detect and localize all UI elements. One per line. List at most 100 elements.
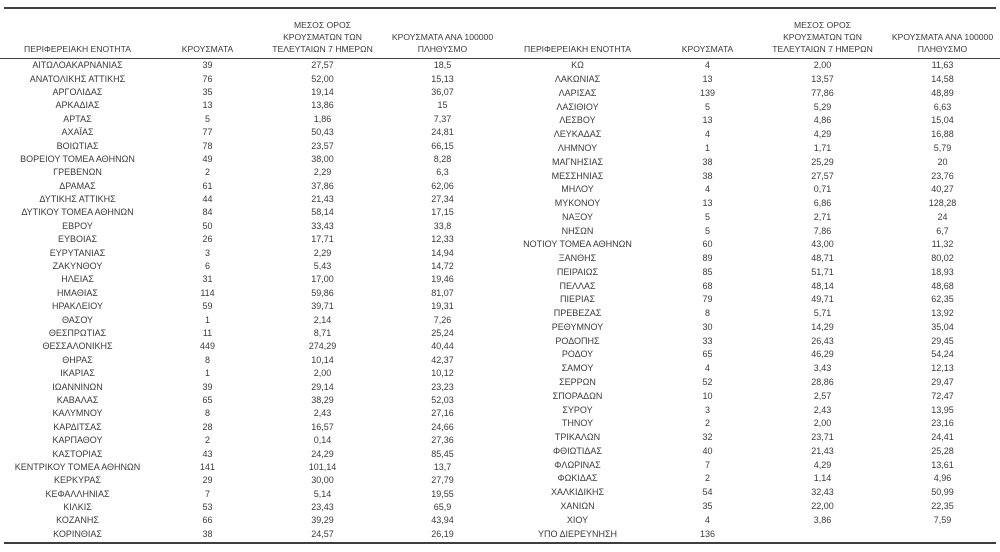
per100k-cell: 5,79: [933, 142, 952, 153]
per100k-cell: 14,58: [931, 74, 954, 85]
avg7-cell: 13,57: [811, 74, 834, 85]
cases-cell: 4: [704, 129, 710, 140]
table-row: ΛΗΜΝΟΥ 1 1,71 5,79: [500, 142, 1000, 156]
table-row: ΝΗΣΩΝ 5 7,86 6,7: [500, 224, 1000, 238]
avg7-cell: 2,00: [813, 418, 832, 429]
cases-cell: 38: [202, 528, 213, 539]
table-row: ΔΥΤΙΚΟΥ ΤΟΜΕΑ ΑΘΗΝΩΝ 84 58,14 17,15: [0, 206, 500, 219]
per100k-cell: 40,27: [931, 184, 954, 195]
avg7-cell: 22,00: [811, 500, 834, 511]
region-cell: ΛΕΣΒΟΥ: [559, 115, 596, 126]
region-cell: ΙΚΑΡΙΑΣ: [60, 368, 95, 379]
regions-table-right: ΠΕΡΙΦΕΡΕΙΑΚΗ ΕΝΟΤΗΤΑ ΚΡΟΥΣΜΑΤΑ ΜΕΣΟΣ ΟΡΟΣ …: [500, 9, 1000, 541]
table-row: ΗΛΕΙΑΣ 31 17,00 19,46: [0, 273, 500, 286]
table-row: ΚΟΡΙΝΘΙΑΣ 38 24,57 26,19: [0, 528, 500, 541]
avg7-cell: 26,43: [811, 335, 834, 346]
per100k-cell: 33,8: [433, 220, 452, 231]
per100k-cell: 4,96: [933, 473, 952, 484]
region-cell: ΗΡΑΚΛΕΙΟΥ: [51, 301, 104, 312]
table-row: ΣΠΟΡΑΔΩΝ 10 2,57 72,47: [500, 389, 1000, 403]
region-cell: ΒΟΡΕΙΟΥ ΤΟΜΕΑ ΑΘΗΝΩΝ: [20, 153, 135, 164]
cases-cell: 136: [699, 528, 716, 539]
cases-cell: 11: [202, 328, 213, 338]
avg7-cell: 58,14: [311, 207, 334, 218]
cases-cell: 59: [202, 301, 213, 312]
cases-cell: 449: [199, 341, 216, 352]
cases-cell: 39: [202, 381, 213, 392]
cases-cell: 38: [702, 170, 713, 181]
region-cell: ΕΥΡΥΤΑΝΙΑΣ: [49, 247, 106, 258]
per100k-cell: 14,72: [431, 261, 454, 272]
region-cell: ΘΑΣΟΥ: [61, 314, 94, 325]
cases-cell: 26: [202, 234, 213, 245]
table-row: ΑΡΓΟΛΙΔΑΣ 35 19,14 36,07: [0, 86, 500, 99]
cases-cell: 141: [199, 461, 216, 472]
region-cell: ΘΕΣΠΡΩΤΙΑΣ: [48, 328, 107, 338]
cases-cell: 35: [702, 500, 713, 511]
per100k-cell: 50,99: [931, 487, 954, 498]
avg7-cell: 27,57: [311, 60, 334, 71]
table-row: ΚΑΡΔΙΤΣΑΣ 28 16,57 24,66: [0, 421, 500, 434]
avg7-cell: 21,43: [311, 194, 334, 205]
table-row: ΖΑΚΥΝΘΟΥ 6 5,43 14,72: [0, 260, 500, 273]
cases-cell: 8: [204, 408, 210, 419]
cases-cell: 68: [702, 280, 713, 291]
region-cell: ΗΜΑΘΙΑΣ: [57, 287, 98, 298]
header-row: ΠΕΡΙΦΕΡΕΙΑΚΗ ΕΝΟΤΗΤΑ ΚΡΟΥΣΜΑΤΑ ΜΕΣΟΣ ΟΡΟΣ …: [0, 9, 500, 59]
region-cell: ΤΗΝΟΥ: [561, 418, 594, 429]
avg7-cell: 23,57: [311, 140, 334, 151]
region-cell: ΚΑΡΔΙΤΣΑΣ: [53, 421, 102, 432]
region-cell: ΛΑΚΩΝΙΑΣ: [554, 74, 601, 85]
regions-table-left: ΠΕΡΙΦΕΡΕΙΑΚΗ ΕΝΟΤΗΤΑ ΚΡΟΥΣΜΑΤΑ ΜΕΣΟΣ ΟΡΟΣ …: [0, 9, 500, 541]
region-cell: ΣΕΡΡΩΝ: [559, 377, 596, 387]
top-rule: [4, 7, 996, 9]
avg7-cell: 59,86: [311, 287, 334, 298]
region-cell: ΚΕΝΤΡΙΚΟΥ ΤΟΜΕΑ ΑΘΗΝΩΝ: [14, 461, 141, 472]
per100k-cell: 11,32: [931, 239, 954, 250]
column-header: ΚΡΟΥΣΜΑΤΑ ΑΝΑ 100000 ΠΛΗΘΥΣΜΟ: [385, 9, 500, 59]
table-row: ΑΡΚΑΔΙΑΣ 13 13,86 15: [0, 99, 500, 112]
avg7-cell: 50,43: [311, 127, 334, 138]
per100k-cell: 27,16: [431, 408, 454, 419]
table-header-right: ΠΕΡΙΦΕΡΕΙΑΚΗ ΕΝΟΤΗΤΑ ΚΡΟΥΣΜΑΤΑ ΜΕΣΟΣ ΟΡΟΣ …: [500, 9, 1000, 59]
cases-cell: 44: [202, 194, 213, 205]
table-row: ΚΑΡΠΑΘΟΥ 2 0,14 27,36: [0, 434, 500, 447]
cases-cell: 40: [702, 445, 713, 456]
region-cell: ΚΕΡΚΥΡΑΣ: [54, 475, 101, 486]
per100k-cell: 54,24: [931, 349, 954, 360]
per100k-cell: 7,37: [433, 113, 452, 124]
table-row: ΗΜΑΘΙΑΣ 114 59,86 81,07: [0, 287, 500, 300]
avg7-cell: 0,71: [813, 184, 832, 195]
avg7-cell: 5,14: [313, 488, 332, 499]
per100k-cell: 62,06: [431, 180, 454, 191]
table-row: ΘΕΣΠΡΩΤΙΑΣ 11 8,71 25,24: [0, 327, 500, 340]
cases-cell: 89: [702, 253, 713, 264]
avg7-cell: 274,29: [308, 341, 337, 352]
table-row: ΑΙΤΩΛΟΑΚΑΡΝΑΝΙΑΣ 39 27,57 18,5: [0, 59, 500, 73]
bottom-rule: [4, 542, 996, 545]
avg7-cell: 32,43: [811, 487, 834, 498]
cases-cell: 4: [704, 514, 710, 525]
table-row: ΠΕΛΛΑΣ 68 48,14 48,68: [500, 279, 1000, 293]
cases-cell: 4: [704, 363, 710, 374]
per100k-cell: 18,5: [433, 60, 452, 71]
per100k-cell: 128,28: [928, 198, 957, 209]
avg7-cell: 24,29: [311, 448, 334, 459]
cases-cell: 77: [202, 127, 213, 138]
cases-cell: 5: [204, 113, 210, 124]
cases-cell: 50: [202, 220, 213, 231]
region-cell: ΣΥΡΟΥ: [562, 404, 593, 415]
avg7-cell: 39,71: [311, 301, 334, 312]
table-row: ΘΕΣΣΑΛΟΝΙΚΗΣ 449 274,29 40,44: [0, 340, 500, 353]
region-cell: ΡΟΔΟΠΗΣ: [555, 335, 600, 346]
region-cell: ΗΛΕΙΑΣ: [61, 274, 94, 285]
cases-cell: 13: [702, 115, 713, 126]
avg7-cell: 48,14: [811, 280, 834, 291]
table-row: ΤΡΙΚΑΛΩΝ 32 23,71 24,41: [500, 431, 1000, 445]
column-header: ΜΕΣΟΣ ΟΡΟΣ ΚΡΟΥΣΜΑΤΩΝ ΤΩΝ ΤΕΛΕΥΤΑΙΩΝ 7 Η…: [760, 9, 885, 59]
cases-cell: 3: [204, 247, 210, 258]
column-header: ΚΡΟΥΣΜΑΤΑ: [155, 9, 260, 59]
avg7-cell: 2,00: [813, 60, 832, 71]
table-row: ΞΑΝΘΗΣ 89 48,71 80,02: [500, 252, 1000, 266]
per100k-cell: 15: [437, 100, 448, 111]
